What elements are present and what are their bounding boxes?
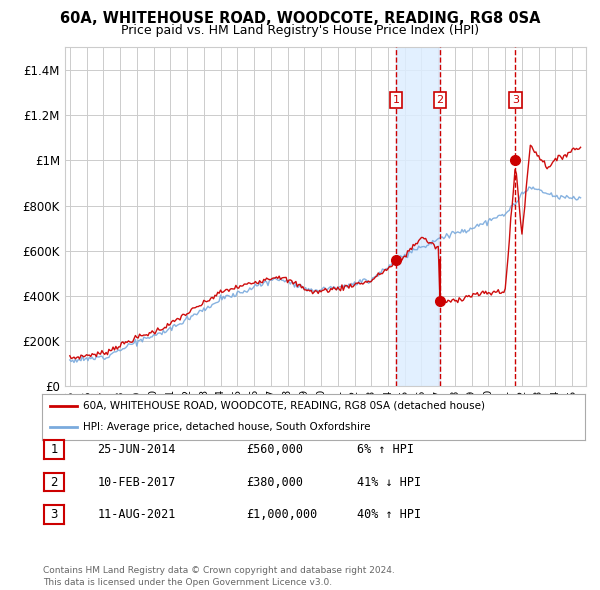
Text: 3: 3: [512, 95, 519, 105]
Text: 60A, WHITEHOUSE ROAD, WOODCOTE, READING, RG8 0SA (detached house): 60A, WHITEHOUSE ROAD, WOODCOTE, READING,…: [83, 401, 485, 411]
Text: 3: 3: [50, 508, 58, 521]
Text: 10-FEB-2017: 10-FEB-2017: [97, 476, 176, 489]
Text: £1,000,000: £1,000,000: [246, 508, 317, 521]
Text: 2: 2: [437, 95, 443, 105]
Text: 60A, WHITEHOUSE ROAD, WOODCOTE, READING, RG8 0SA: 60A, WHITEHOUSE ROAD, WOODCOTE, READING,…: [60, 11, 540, 26]
Text: 40% ↑ HPI: 40% ↑ HPI: [357, 508, 421, 521]
Text: HPI: Average price, detached house, South Oxfordshire: HPI: Average price, detached house, Sout…: [83, 422, 370, 432]
Bar: [396, 47, 440, 386]
Text: 41% ↓ HPI: 41% ↓ HPI: [357, 476, 421, 489]
Text: 2: 2: [50, 476, 58, 489]
Text: 25-JUN-2014: 25-JUN-2014: [97, 443, 176, 456]
Text: 11-AUG-2021: 11-AUG-2021: [97, 508, 176, 521]
Text: 1: 1: [50, 443, 58, 456]
Text: 1: 1: [392, 95, 400, 105]
Text: Contains HM Land Registry data © Crown copyright and database right 2024.
This d: Contains HM Land Registry data © Crown c…: [43, 566, 395, 587]
Text: £560,000: £560,000: [246, 443, 303, 456]
Text: £380,000: £380,000: [246, 476, 303, 489]
Text: Price paid vs. HM Land Registry's House Price Index (HPI): Price paid vs. HM Land Registry's House …: [121, 24, 479, 37]
Text: 6% ↑ HPI: 6% ↑ HPI: [357, 443, 414, 456]
